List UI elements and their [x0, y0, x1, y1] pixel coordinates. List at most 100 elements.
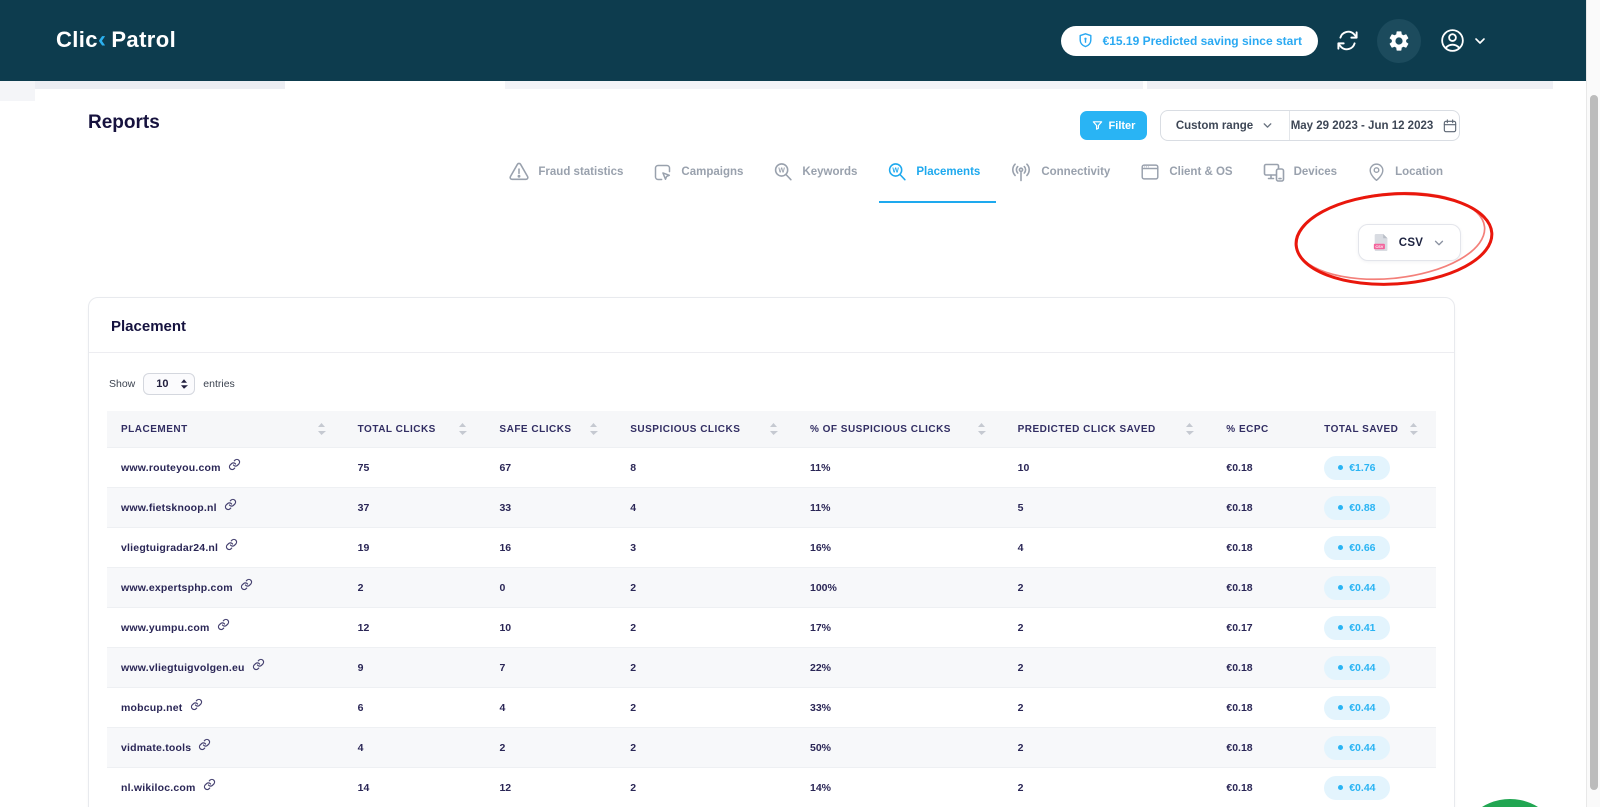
column-header[interactable]: SUSPICIOUS CLICKS [616, 422, 796, 436]
page-size-value: 10 [156, 378, 169, 390]
date-range-picker[interactable]: May 29 2023 - Jun 12 2023 [1290, 118, 1459, 134]
tab-devices[interactable]: Devices [1262, 161, 1337, 183]
tab-campaigns[interactable]: Campaigns [652, 162, 743, 183]
svg-text:W: W [893, 167, 900, 174]
table-row: mobcup.net 6 4 2 33% 2 €0.18 €0.44 [107, 687, 1436, 727]
ecpc-cell: €0.18 [1226, 501, 1253, 514]
total-saved-badge: €0.44 [1324, 575, 1390, 600]
scroll-artifact [1147, 81, 1553, 89]
column-header[interactable]: % OF SUSPICIOUS CLICKS [796, 422, 1004, 436]
tab-icon [1366, 161, 1387, 183]
calendar-icon [1442, 118, 1458, 134]
sort-arrows-icon[interactable] [317, 422, 326, 436]
clickpatrol-logo[interactable]: Clic‹ Patrol [56, 26, 176, 54]
sort-arrows-icon[interactable] [769, 422, 778, 436]
logo-chevron-k: ‹ [97, 26, 107, 53]
sort-arrows-icon[interactable] [1185, 422, 1195, 436]
external-link-icon[interactable] [225, 538, 238, 551]
scrollbar-thumb[interactable] [1590, 95, 1598, 790]
tab-label: Placements [916, 166, 981, 178]
tab-client-os[interactable]: Client & OS [1139, 161, 1233, 183]
column-header[interactable]: TOTAL SAVED [1310, 422, 1436, 436]
pct-suspicious-cell: 11% [809, 501, 831, 514]
total-clicks-cell: 37 [357, 501, 370, 514]
report-tabs: Fraud statistics Campaigns W Keywords W … [508, 157, 1443, 203]
external-link-icon[interactable] [224, 498, 237, 511]
entries-label: entries [203, 378, 235, 390]
external-link-icon[interactable] [228, 458, 241, 471]
total-saved-cell: €1.76 [1310, 455, 1436, 480]
pct-suspicious-cell: 14% [809, 781, 831, 794]
settings-gear-icon[interactable] [1377, 18, 1421, 63]
tab-fraud-statistics[interactable]: Fraud statistics [508, 161, 623, 183]
chat-widget-bubble[interactable] [1457, 799, 1563, 807]
safe-clicks-cell: 10 [499, 621, 512, 634]
tab-icon [1262, 161, 1286, 183]
suspicious-clicks-cell: 2 [630, 621, 637, 634]
page-size-select[interactable]: 10 [143, 373, 196, 395]
tab-location[interactable]: Location [1366, 161, 1443, 183]
column-header[interactable]: % ECPC [1212, 424, 1310, 435]
suspicious-clicks-cell: 2 [630, 661, 637, 674]
external-link-icon[interactable] [217, 618, 230, 631]
tab-icon: W [886, 161, 908, 183]
predicted-saving-badge[interactable]: €15.19 Predicted saving since start [1060, 25, 1318, 56]
sort-arrows-icon[interactable] [589, 422, 599, 436]
external-link-icon[interactable] [252, 658, 265, 671]
sort-arrows-icon[interactable] [458, 422, 468, 436]
safe-clicks-cell: 12 [499, 781, 512, 794]
tab-keywords[interactable]: W Keywords [772, 161, 857, 183]
predicted-click-saved-cell: 2 [1017, 581, 1024, 594]
total-clicks-cell: 2 [357, 581, 364, 594]
chevron-down-icon [1472, 33, 1488, 49]
refresh-icon[interactable] [1336, 29, 1359, 52]
total-clicks-cell: 4 [357, 741, 364, 754]
scroll-artifact [505, 81, 1143, 89]
range-preset-select[interactable]: Custom range [1161, 111, 1289, 140]
placement-cell: www.routeyou.com [107, 458, 344, 474]
total-saved-badge: €0.44 [1324, 695, 1390, 720]
column-header[interactable]: PLACEMENT [107, 422, 344, 436]
total-saved-value: €1.76 [1349, 461, 1376, 474]
tab-placements[interactable]: W Placements [879, 161, 997, 203]
table-row: www.expertsphp.com 2 0 2 100% 2 €0.18 €0… [107, 567, 1436, 607]
safe-clicks-cell: 33 [499, 501, 512, 514]
column-header[interactable]: TOTAL CLICKS [344, 422, 486, 436]
table-row: vliegtuigradar24.nl 19 16 3 16% 4 €0.18 … [107, 527, 1436, 567]
sort-arrows-icon[interactable] [1409, 422, 1418, 436]
total-clicks-cell: 19 [357, 541, 370, 554]
tab-label: Campaigns [681, 166, 744, 178]
table-row: www.vliegtuigvolgen.eu 9 7 2 22% 2 €0.18… [107, 647, 1436, 687]
column-header[interactable]: SAFE CLICKS [485, 422, 616, 436]
divider [89, 352, 1454, 353]
ecpc-cell: €0.18 [1226, 581, 1253, 594]
table-row: nl.wikiloc.com 14 12 2 14% 2 €0.18 €0.44 [107, 767, 1436, 807]
export-csv-dropdown[interactable]: CSV CSV [1358, 224, 1461, 261]
sort-arrows-icon[interactable] [977, 422, 986, 436]
predicted-click-saved-cell: 10 [1017, 461, 1030, 474]
column-header[interactable]: PREDICTED CLICK SAVED [1004, 422, 1213, 436]
external-link-icon[interactable] [203, 778, 216, 791]
predicted-saving-text: €15.19 Predicted saving since start [1102, 33, 1302, 48]
filter-button[interactable]: Filter [1080, 111, 1147, 140]
predicted-click-saved-cell: 2 [1017, 661, 1024, 674]
suspicious-clicks-cell: 2 [630, 741, 637, 754]
placement-cell: vidmate.tools [107, 738, 344, 754]
total-clicks-cell: 9 [357, 661, 364, 674]
external-link-icon[interactable] [190, 698, 203, 711]
total-saved-badge: €1.76 [1324, 455, 1390, 480]
placement-cell: mobcup.net [107, 698, 344, 714]
safe-clicks-cell: 0 [499, 581, 506, 594]
stepper-arrows-icon [180, 378, 189, 390]
external-link-icon[interactable] [240, 578, 253, 591]
tab-connectivity[interactable]: Connectivity [1009, 161, 1110, 183]
external-link-icon[interactable] [198, 738, 211, 751]
dot-icon [1338, 505, 1344, 510]
scroll-artifact [35, 81, 285, 89]
export-format-label: CSV [1398, 236, 1424, 249]
suspicious-clicks-cell: 4 [630, 501, 637, 514]
predicted-click-saved-cell: 4 [1017, 541, 1024, 554]
account-menu[interactable] [1439, 27, 1488, 54]
total-saved-badge: €0.66 [1324, 535, 1390, 560]
